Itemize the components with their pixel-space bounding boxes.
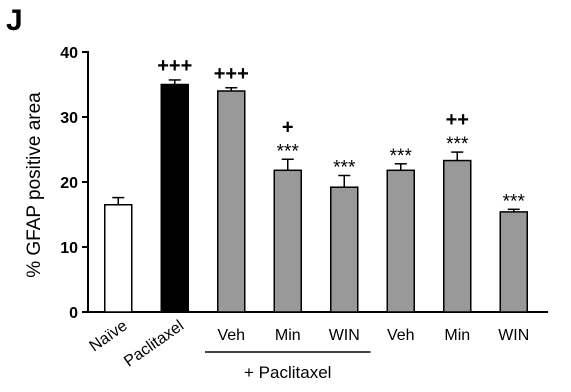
significance-stars: ***	[277, 141, 300, 162]
significance-plus: ++	[446, 109, 469, 131]
x-tick-label: Naïve	[87, 317, 131, 355]
bar	[499, 211, 528, 313]
x-tick-label: Min	[275, 327, 301, 344]
group-bracket-label: + Paclitaxel	[244, 363, 331, 382]
x-tick-label: Veh	[217, 327, 245, 344]
y-tick-label: 30	[60, 110, 78, 127]
significance-stars: ***	[446, 134, 469, 155]
x-tick-label: WIN	[498, 327, 529, 344]
x-tick-label: Veh	[387, 327, 415, 344]
panel-label: J	[6, 4, 23, 37]
significance-plus: +	[282, 116, 294, 138]
significance-plus: +++	[214, 63, 249, 85]
bar	[386, 169, 415, 313]
y-tick-label: 10	[60, 240, 78, 257]
x-tick-label: WIN	[329, 327, 360, 344]
significance-stars: ***	[503, 191, 526, 212]
y-tick-label: 20	[60, 175, 78, 192]
significance-stars: ***	[333, 158, 356, 179]
chart-annotations: +++ +++ *** + *** *** *** ++ ***	[157, 55, 525, 212]
x-tick-label: Paclitaxel	[121, 317, 187, 370]
significance-plus: +++	[157, 55, 192, 77]
bar	[104, 204, 133, 313]
bar	[330, 186, 359, 313]
bar	[273, 169, 302, 313]
chart-bars	[104, 79, 528, 313]
y-axis-label: % GFAP positive area	[24, 92, 45, 278]
y-tick-label: 40	[60, 45, 78, 62]
y-tick-label: 0	[69, 305, 78, 322]
bar	[217, 90, 246, 313]
bar	[443, 159, 472, 313]
chart-axes: 0 10 20 30 40	[60, 45, 548, 322]
x-tick-label: Min	[444, 327, 470, 344]
bar	[160, 83, 189, 313]
significance-stars: ***	[390, 146, 413, 167]
